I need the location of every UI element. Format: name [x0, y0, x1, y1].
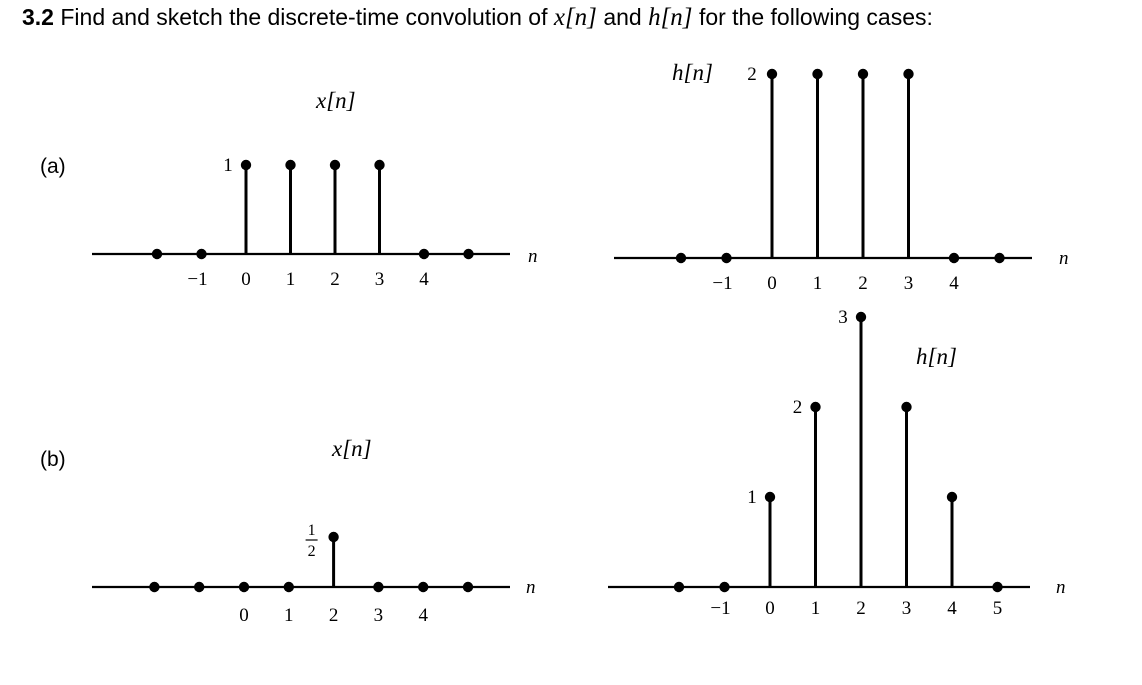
a-x-sample-dot [196, 248, 207, 260]
a-h-title: h[n] [672, 60, 713, 85]
a-h-tick-label: 3 [904, 273, 914, 294]
a-h-sample-dot [766, 68, 778, 80]
a-x-tick-label: 3 [375, 269, 385, 290]
part-a-label: (a) [40, 155, 66, 178]
b-h-title: h[n] [916, 344, 957, 369]
a-x-axis-label: n [528, 246, 538, 267]
a-x-sample-dot [374, 159, 385, 171]
b-h-value-label: 3 [838, 307, 848, 328]
part-b-label: (b) [40, 448, 66, 471]
a-h-tick-label: 1 [813, 273, 823, 294]
b-x-sample-dot [194, 581, 205, 593]
x-signal-symbol: x[n] [553, 4, 597, 31]
b-h-tick-label: 0 [765, 598, 775, 619]
b-h-tick-label: 5 [993, 598, 1003, 619]
a-h-sample-dot [721, 252, 732, 264]
b-h-tick-label: 2 [856, 598, 866, 619]
b-h-tick-label: −1 [710, 598, 730, 619]
b-x-sample-dot [149, 581, 160, 593]
a-x-sample-dot [151, 248, 163, 260]
a-x-tick-label: 1 [286, 269, 296, 290]
a-h-tick-label: 4 [949, 273, 959, 294]
b-h-sample-dot [855, 311, 867, 323]
a-x-sample-dot [240, 159, 252, 171]
b-x-tick-label: 2 [329, 605, 339, 626]
b-x-value-label-numerator: 1 [308, 522, 316, 539]
a-h-sample-dot [675, 252, 687, 264]
a-x-tick-label: 0 [241, 269, 251, 290]
problem-number: 3.2 [22, 4, 54, 30]
b-x-title: x[n] [331, 436, 372, 461]
b-x-sample-dot [328, 531, 339, 543]
b-x-value-label-denominator: 2 [308, 543, 316, 560]
a-x-value-label: 1 [223, 155, 233, 176]
b-x-sample-dot [373, 581, 384, 593]
b-h-sample-dot [992, 581, 1003, 593]
a-h-sample-dot [812, 68, 823, 80]
a-h-tick-label: 2 [858, 273, 868, 294]
b-h-sample-dot [764, 491, 776, 503]
b-h-axis-label: n [1056, 577, 1066, 598]
b-h-value-label: 1 [747, 487, 757, 508]
problem-statement: 3.2 Find and sketch the discrete-time co… [22, 4, 933, 32]
a-x-sample-dot [418, 248, 430, 260]
a-x-title: x[n] [315, 88, 356, 113]
a-h-tick-label: −1 [712, 273, 732, 294]
b-x-axis-label: n [526, 577, 536, 598]
a-h-axis-label: n [1059, 248, 1069, 269]
b-h-tick-label: 1 [811, 598, 821, 619]
a-h-tick-label: 0 [767, 273, 777, 294]
b-x-tick-label: 1 [284, 605, 294, 626]
b-h-sample-dot [901, 401, 912, 413]
a-x-tick-label: −1 [187, 269, 207, 290]
h-signal-symbol: h[n] [648, 4, 693, 31]
b-x-sample-dot [418, 581, 429, 593]
a-h-value-label: 2 [747, 64, 757, 85]
a-h-sample-dot [857, 68, 869, 80]
b-h-sample-dot [810, 401, 821, 413]
a-x-tick-label: 2 [330, 269, 340, 290]
b-h-tick-label: 4 [947, 598, 957, 619]
b-h-value-label: 2 [793, 397, 803, 418]
a-h-sample-dot [903, 68, 914, 80]
b-x-sample-dot [283, 581, 294, 593]
b-x-tick-label: 0 [239, 605, 249, 626]
b-x-tick-label: 4 [418, 605, 428, 626]
a-x-sample-dot [329, 159, 341, 171]
b-x-sample-dot [238, 581, 250, 593]
problem-text-before: Find and sketch the discrete-time convol… [60, 4, 548, 30]
b-x-tick-label: 3 [374, 605, 384, 626]
b-h-sample-dot [946, 491, 958, 503]
a-h-sample-dot [994, 252, 1005, 264]
a-x-sample-dot [285, 159, 296, 171]
a-x-sample-dot [463, 248, 474, 260]
a-x-tick-label: 4 [419, 269, 429, 290]
b-x-sample-dot [462, 581, 474, 593]
and-word: and [603, 4, 642, 30]
b-h-sample-dot [673, 581, 685, 593]
b-h-tick-label: 3 [902, 598, 912, 619]
a-h-sample-dot [948, 252, 960, 264]
b-h-sample-dot [719, 581, 730, 593]
problem-text-after: for the following cases: [698, 4, 933, 30]
